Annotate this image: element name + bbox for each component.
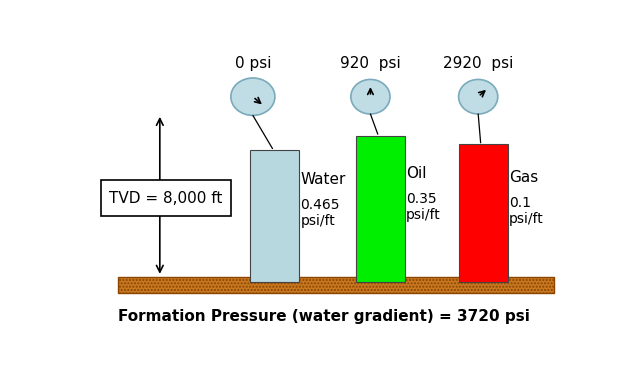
- Text: Water: Water: [300, 172, 346, 187]
- Text: Formation Pressure (water gradient) = 3720 psi: Formation Pressure (water gradient) = 37…: [118, 309, 530, 324]
- Ellipse shape: [459, 79, 498, 114]
- Text: 0.465
psi/ft: 0.465 psi/ft: [300, 197, 340, 228]
- Bar: [459, 144, 507, 282]
- Text: 0.1
psi/ft: 0.1 psi/ft: [509, 196, 544, 226]
- Text: 0.35
psi/ft: 0.35 psi/ft: [406, 192, 441, 222]
- Text: Oil: Oil: [406, 166, 426, 181]
- Bar: [356, 136, 404, 282]
- Bar: [250, 150, 300, 282]
- Text: TVD = 8,000 ft: TVD = 8,000 ft: [109, 191, 222, 206]
- Text: 2920  psi: 2920 psi: [443, 56, 513, 71]
- Text: Gas: Gas: [509, 170, 538, 185]
- FancyBboxPatch shape: [101, 180, 231, 216]
- Text: 920  psi: 920 psi: [340, 56, 401, 71]
- Bar: [118, 277, 554, 292]
- Ellipse shape: [351, 79, 390, 114]
- Bar: [118, 277, 554, 292]
- Text: 0 psi: 0 psi: [234, 56, 271, 71]
- Ellipse shape: [231, 78, 275, 116]
